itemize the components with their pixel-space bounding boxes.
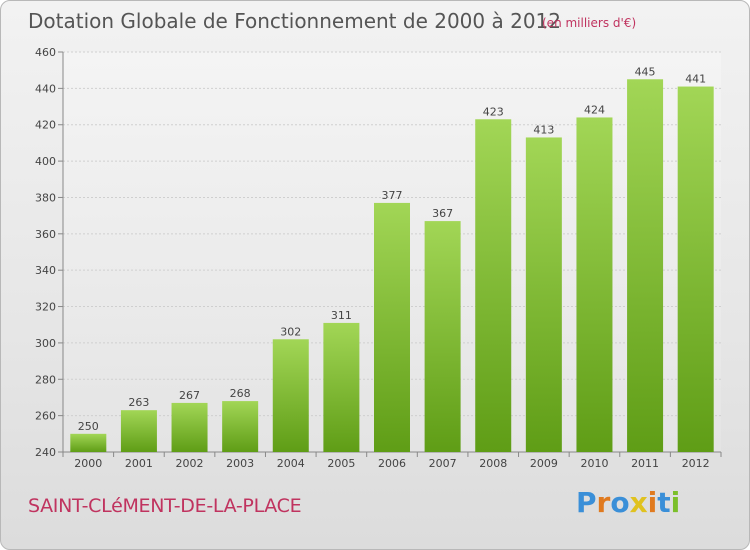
x-tick-label-2009: 2009	[530, 457, 558, 470]
logo-letter: i	[647, 486, 658, 519]
logo-letter: x	[629, 486, 648, 519]
proxiti-logo: Proxiti	[576, 486, 680, 519]
x-tick-label-2004: 2004	[277, 457, 305, 470]
data-label-2011: 445	[635, 65, 656, 78]
logo-letter: o	[610, 486, 630, 519]
y-tick-label: 440	[35, 82, 56, 95]
bar-2000	[70, 433, 107, 452]
y-tick-label: 280	[35, 373, 56, 386]
bar-2007	[424, 221, 461, 452]
y-tick-label: 400	[35, 155, 56, 168]
y-tick-label: 240	[35, 446, 56, 459]
x-tick-label-2002: 2002	[176, 457, 204, 470]
bar-2009	[525, 137, 562, 453]
x-tick-label-2012: 2012	[682, 457, 710, 470]
data-label-2009: 413	[533, 123, 554, 136]
x-tick-label-2010: 2010	[580, 457, 608, 470]
bar-2005	[323, 322, 360, 452]
data-label-2010: 424	[584, 103, 605, 116]
data-label-2007: 367	[432, 207, 453, 220]
data-label-2006: 377	[382, 189, 403, 202]
logo-letter: i	[670, 486, 681, 519]
commune-name: SAINT-CLéMENT-DE-LA-PLACE	[28, 495, 302, 517]
y-tick-label: 360	[35, 228, 56, 241]
y-tick-label: 300	[35, 337, 56, 350]
x-tick-label-2005: 2005	[327, 457, 355, 470]
x-tick-label-2006: 2006	[378, 457, 406, 470]
logo-letter: r	[596, 486, 611, 519]
y-tick-label: 260	[35, 410, 56, 423]
x-tick-label-2011: 2011	[631, 457, 659, 470]
bar-2003	[222, 401, 259, 452]
bar-2008	[475, 119, 512, 452]
bar-2002	[171, 402, 208, 452]
y-tick-label: 380	[35, 191, 56, 204]
data-label-2002: 267	[179, 389, 200, 402]
bar-2010	[576, 117, 613, 453]
bar-2012	[677, 86, 714, 452]
y-tick-label: 460	[35, 46, 56, 59]
bar-2001	[120, 410, 157, 452]
x-tick-label-2007: 2007	[429, 457, 457, 470]
logo-letter: t	[657, 486, 671, 519]
data-label-2004: 302	[280, 325, 301, 338]
x-tick-label-2000: 2000	[74, 457, 102, 470]
x-tick-label-2001: 2001	[125, 457, 153, 470]
bar-2011	[627, 79, 664, 452]
y-tick-label: 420	[35, 119, 56, 132]
data-label-2000: 250	[78, 420, 99, 433]
y-tick-label: 340	[35, 264, 56, 277]
x-tick-label-2003: 2003	[226, 457, 254, 470]
logo-letter: P	[576, 486, 597, 519]
x-tick-label-2008: 2008	[479, 457, 507, 470]
chart-title: Dotation Globale de Fonctionnement de 20…	[28, 9, 561, 33]
data-label-2001: 263	[128, 396, 149, 409]
data-label-2012: 441	[685, 73, 706, 86]
data-label-2005: 311	[331, 309, 352, 322]
data-label-2003: 268	[230, 387, 251, 400]
bar-2004	[272, 339, 309, 452]
bar-2006	[374, 202, 410, 452]
chart-subtitle: (en milliers d'€)	[542, 16, 637, 30]
y-tick-label: 320	[35, 301, 56, 314]
data-label-2008: 423	[483, 105, 504, 118]
